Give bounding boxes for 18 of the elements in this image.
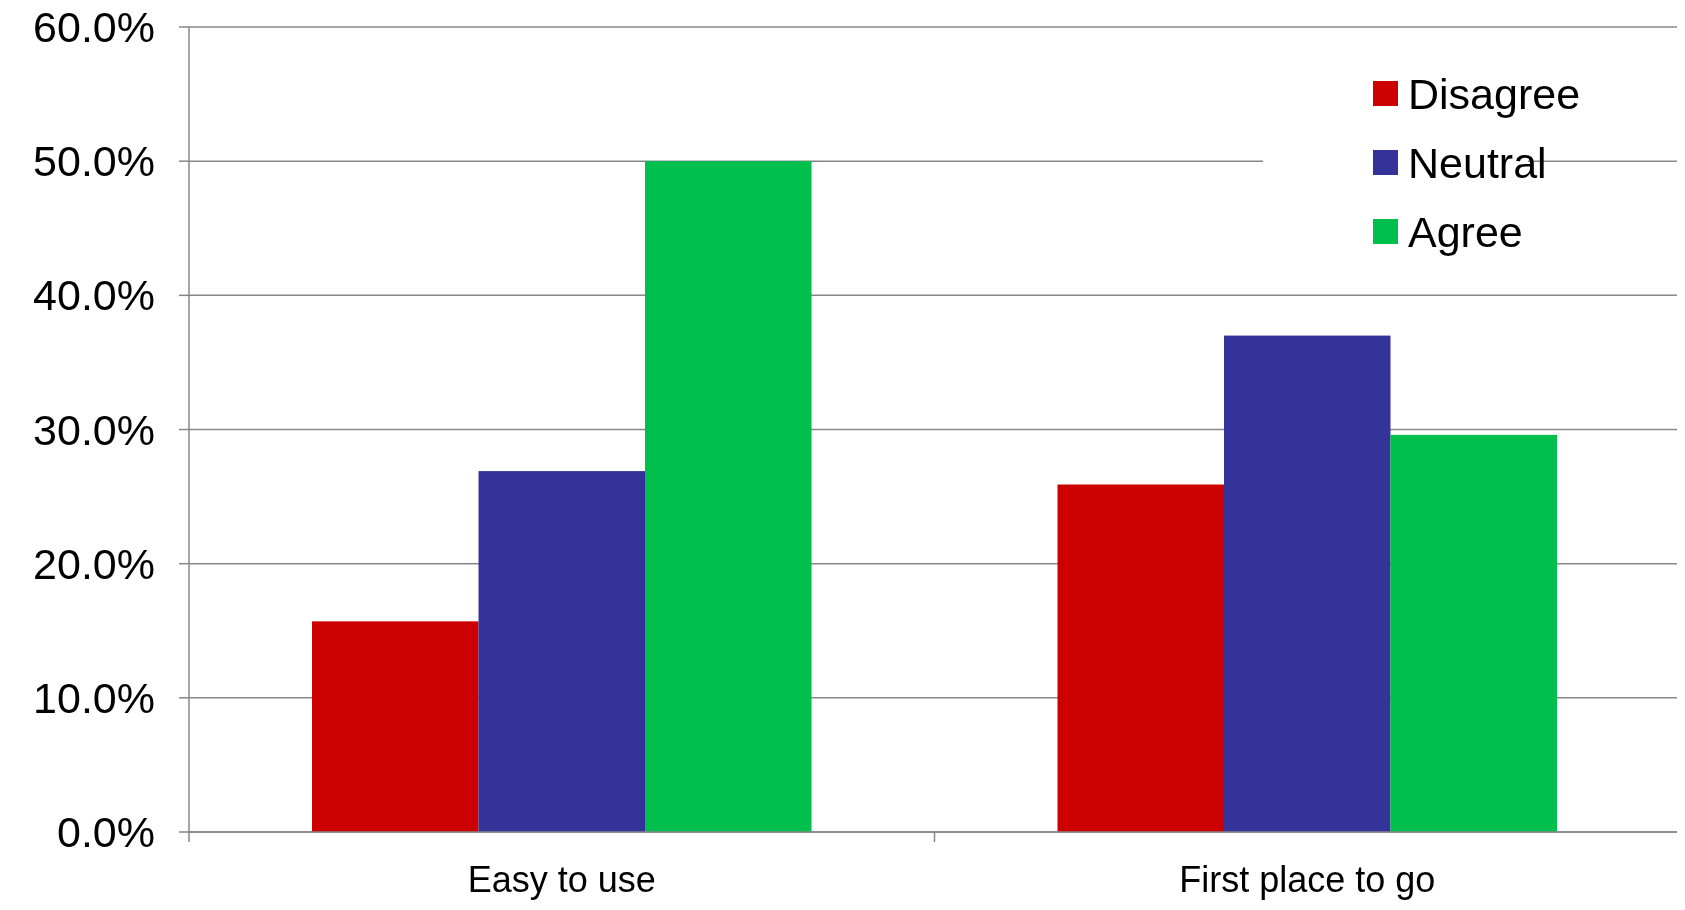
- y-tick-label: 30.0%: [33, 405, 155, 454]
- legend-label: Agree: [1408, 208, 1523, 257]
- y-tick-label: 50.0%: [33, 137, 155, 186]
- legend-label: Disagree: [1408, 70, 1581, 119]
- y-tick-label: 20.0%: [33, 539, 155, 588]
- legend-label: Neutral: [1408, 139, 1547, 188]
- bar: [478, 471, 645, 832]
- bar: [1224, 335, 1391, 832]
- x-tick-label: Easy to use: [467, 859, 656, 900]
- y-tick-label: 10.0%: [33, 673, 155, 722]
- bar: [645, 161, 812, 832]
- bar: [1390, 434, 1557, 832]
- y-tick-label: 0.0%: [56, 808, 155, 857]
- y-tick-label: 60.0%: [33, 3, 155, 52]
- x-tick-label: First place to go: [1179, 859, 1436, 900]
- y-tick-label: 40.0%: [33, 271, 155, 320]
- bar: [1057, 484, 1225, 832]
- bar: [312, 621, 479, 832]
